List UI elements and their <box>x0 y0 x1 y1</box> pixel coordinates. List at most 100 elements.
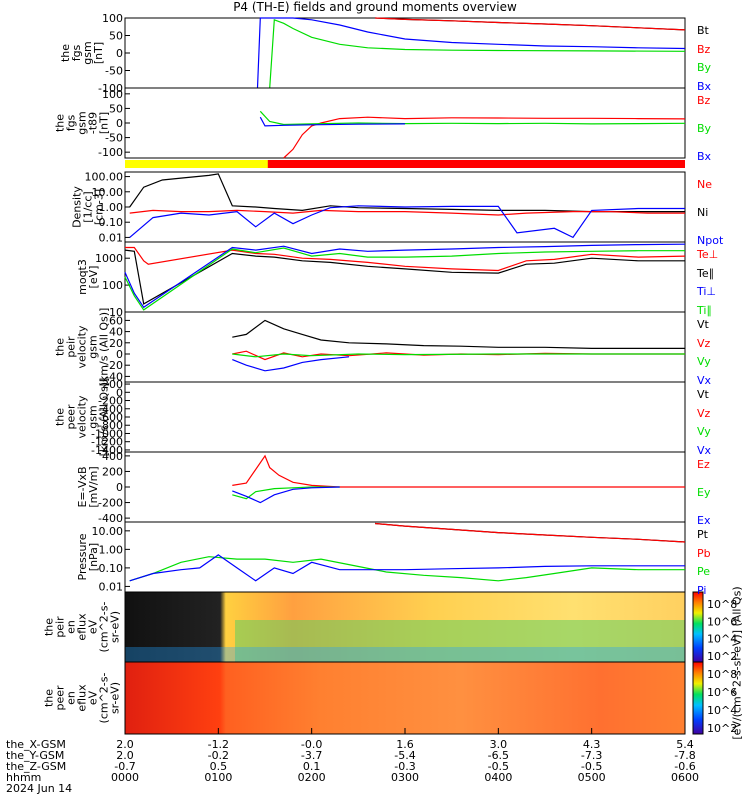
ytick-label: -400 <box>98 512 123 525</box>
ytick-label: 1.00 <box>99 201 124 214</box>
footer-value: 0600 <box>671 771 699 784</box>
spectrogram-low-band <box>235 620 685 662</box>
series-line-Bx <box>256 17 686 89</box>
chart-title: P4 (TH-E) fields and ground moments over… <box>233 0 517 14</box>
spectrogram-peer_en <box>125 662 685 734</box>
legend-entry: Ne <box>697 178 712 191</box>
series-line-Ey <box>232 486 340 500</box>
ytick-label: -100 <box>98 82 123 95</box>
footer-row-label: the_Y-GSM <box>6 749 65 762</box>
ytick-label: -400 <box>98 403 123 416</box>
series-line-Ti∥ <box>124 247 685 311</box>
ytick-label: 400 <box>102 450 123 463</box>
legend-entry: Pi <box>697 584 707 597</box>
ytick-label: -100 <box>98 146 123 159</box>
ytick-label: -600 <box>98 411 123 424</box>
colorbar <box>692 591 704 663</box>
ytick-label: 1.00 <box>99 543 124 556</box>
footer-value: -0.3 <box>394 760 416 773</box>
ytick-label: 100 <box>102 88 123 101</box>
ytick-label: -200 <box>98 497 123 510</box>
footer-value: -0.5 <box>580 760 603 773</box>
ytick-label: -200 <box>98 395 123 408</box>
series-line-Ne <box>129 209 685 216</box>
series-line-Ex <box>232 486 340 504</box>
footer-value: 5.4 <box>676 738 694 751</box>
footer-value: 0.5 <box>209 760 228 773</box>
footer-value: 2.0 <box>116 749 134 762</box>
ytick-label: 0 <box>116 117 123 130</box>
legend-entry: By <box>697 61 712 75</box>
legend-entry: Vx <box>697 374 712 387</box>
legend-entry: Vz <box>697 406 711 420</box>
legend-entry: Vx <box>697 444 712 457</box>
colorbar-tick: 10^6 <box>707 686 737 699</box>
spectrogram-bottom-band <box>125 647 685 662</box>
footer-row-label: the_X-GSM <box>6 738 66 751</box>
panel-frame <box>124 241 686 313</box>
series-line-Bx <box>259 116 406 127</box>
legend-entry: Bx <box>697 80 712 93</box>
legend-entry: Ex <box>697 514 711 527</box>
colorbar-tick: 10^8 <box>707 668 737 681</box>
footer-value: -1.2 <box>207 738 230 751</box>
footer-value: -3.7 <box>300 749 323 762</box>
colorbar-tick: 10^8 <box>707 598 737 611</box>
y-axis-label: the peir en eflux eV (cm^2-s- sr-eV) <box>42 601 122 653</box>
ytick-label: 0.10 <box>99 562 124 575</box>
y-axis-label: the fgs gsm [nT] <box>59 41 105 65</box>
footer-value: 0300 <box>391 771 419 784</box>
footer-value: 1.6 <box>396 738 414 751</box>
footer-date: 2024 Jun 14 <box>6 782 73 795</box>
footer-value: 0100 <box>204 771 233 784</box>
legend-entry: Bt <box>697 24 709 37</box>
colorbar-tick: 10^2 <box>707 650 737 663</box>
footer-value: 0.1 <box>302 760 321 773</box>
panel-frame <box>124 17 686 89</box>
footer-value: 2.0 <box>116 738 134 751</box>
y-axis-label: the peer velocity gsm [km/s (All Qs)] <box>53 377 111 457</box>
colorbar-tick: 10^4 <box>707 633 737 646</box>
y-axis-label: Pressure [nPa] <box>76 533 100 581</box>
ytick-label: 20 <box>109 337 123 350</box>
y-axis-label: E=-VxB [mV/m] <box>76 466 100 508</box>
legend-entry: Te⊥ <box>697 248 719 261</box>
footer-value: 0500 <box>577 771 606 784</box>
series-line-Vy <box>232 353 685 358</box>
ytick-label: -20 <box>105 359 123 372</box>
footer-row-label: hhmm <box>6 771 42 784</box>
ytick-label: 100.00 <box>85 171 124 184</box>
ytick-label: 0.01 <box>99 580 124 593</box>
ytick-label: 50 <box>109 30 123 43</box>
legend-entry: Vt <box>697 318 709 331</box>
legend-entry: Vt <box>697 388 709 401</box>
ytick-label: 0 <box>116 386 123 399</box>
series-line-Ez <box>232 454 685 488</box>
footer-value: 4.3 <box>582 738 601 751</box>
ytick-label: 200 <box>102 465 123 478</box>
legend-entry: Vz <box>697 336 711 350</box>
legend-entry: Ti⊥ <box>697 285 717 299</box>
ytick-label: 100 <box>102 279 123 292</box>
panel-frame <box>124 381 686 453</box>
legend-entry: Vy <box>697 425 711 439</box>
ytick-label: 0 <box>116 348 123 361</box>
ytick-label: 10 <box>109 306 123 319</box>
colorbar <box>692 661 704 735</box>
series-line-Ni <box>129 173 685 213</box>
legend-entry: Pt <box>697 528 708 541</box>
ytick-label: -1200 <box>91 436 123 449</box>
ytick-label: 40 <box>109 326 123 339</box>
series-line-By <box>269 18 686 89</box>
series-line-Npot <box>129 205 685 239</box>
ytick-label: -40 <box>105 370 123 383</box>
legend-entry: Bz <box>697 94 711 107</box>
ytick-label: 200 <box>102 378 123 391</box>
series-line-Bz <box>283 116 686 159</box>
panel-frame <box>124 311 686 383</box>
series-line-Te∥ <box>124 249 685 305</box>
footer-value: -0.7 <box>114 760 136 773</box>
footer-value: -6.5 <box>487 749 510 762</box>
footer-value: 3.0 <box>489 738 508 751</box>
ytick-label: -50 <box>105 132 123 145</box>
